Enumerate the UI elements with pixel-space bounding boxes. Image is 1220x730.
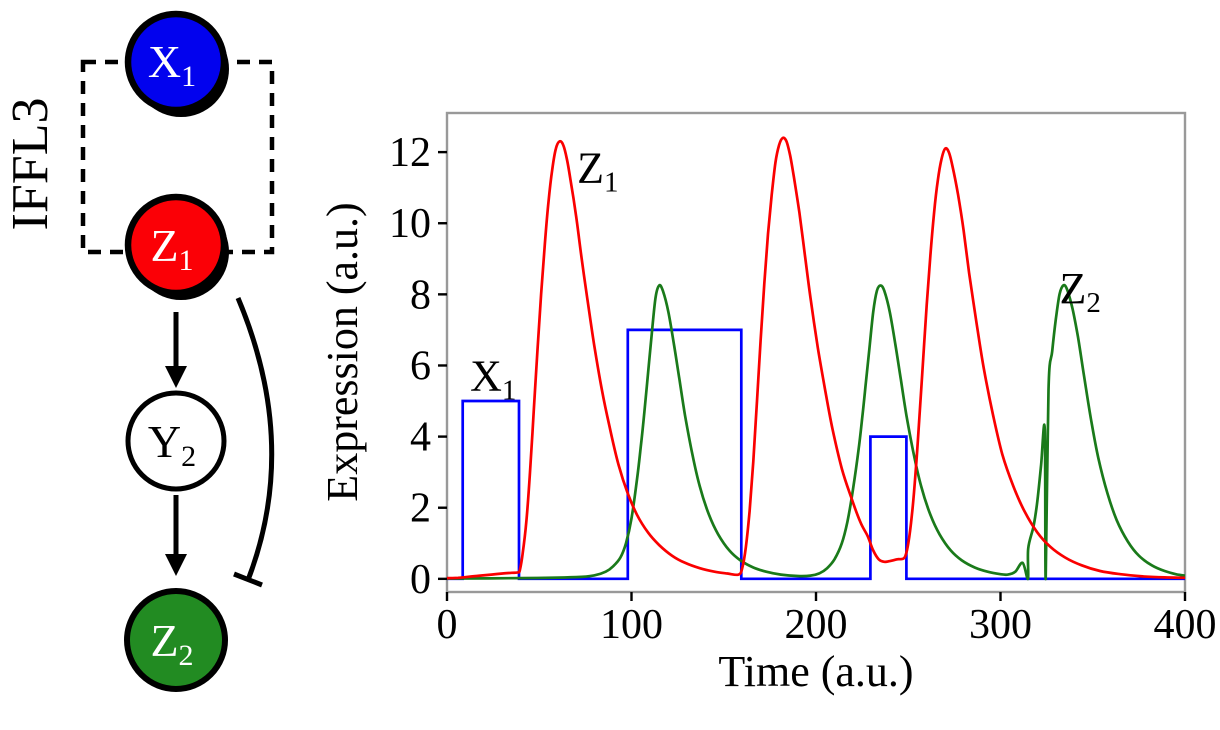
node-circle [124,193,228,297]
node-x1: X1 [124,10,229,117]
series-x1-line [447,328,1185,581]
arrowhead-icon [165,366,187,388]
inhibition-tbar-icon [233,571,263,588]
plot-frame [445,111,1187,594]
arrowhead-icon [165,554,187,576]
series-z1-line [446,136,1186,580]
node-circle [124,10,228,114]
annotation-main: Z [577,143,604,192]
y-tick-label: 8 [410,272,431,318]
x-axis-title: Time (a.u.) [718,647,913,696]
node-label: Z2 [150,615,193,672]
y-tick-label: 6 [410,343,431,389]
inhibition-curve [235,297,275,581]
iffl3-diagram: IFFL3 X1 Z1 [2,10,275,692]
node-circle [125,390,227,492]
edge-z1-y2-activation [165,312,187,388]
x-tick-label: 0 [437,602,458,648]
node-label: Z1 [150,220,193,277]
node-label: Y2 [148,416,196,473]
node-z1: Z1 [124,193,229,300]
x-tick-label: 300 [969,602,1032,648]
x-tick-label: 100 [600,602,663,648]
node-label: X1 [148,36,196,93]
annotation-sub: 1 [604,166,619,198]
y-tick-label: 4 [410,415,431,461]
annotation-main: Z [1060,264,1087,313]
node-z2: Z2 [124,588,228,692]
z1-curve-label: Z1 [577,143,618,198]
annotation-sub: 2 [1086,287,1101,319]
z2-curve-label: Z2 [1060,264,1101,319]
annotation-sub: 1 [502,374,517,406]
y-tick-label: 2 [410,486,431,532]
x-tick-label: 200 [785,602,848,648]
node-y2: Y2 [125,390,227,492]
diagram-title: IFFL3 [2,98,59,231]
x1-curve-label: X1 [470,351,516,406]
edge-y2-z2-activation [165,495,187,576]
y-tick-label: 12 [389,130,431,176]
y-tick-label: 10 [389,201,431,247]
y-axis-title: Expression (a.u.) [318,202,367,501]
x-tick-label: 400 [1154,602,1217,648]
annotation-main: X [470,351,502,400]
y-tick-label: 0 [410,557,431,603]
node-circle [124,588,228,692]
edge-z1-z2-inhibition [233,297,275,588]
series-z2-line [446,283,1186,581]
curves [446,136,1186,581]
